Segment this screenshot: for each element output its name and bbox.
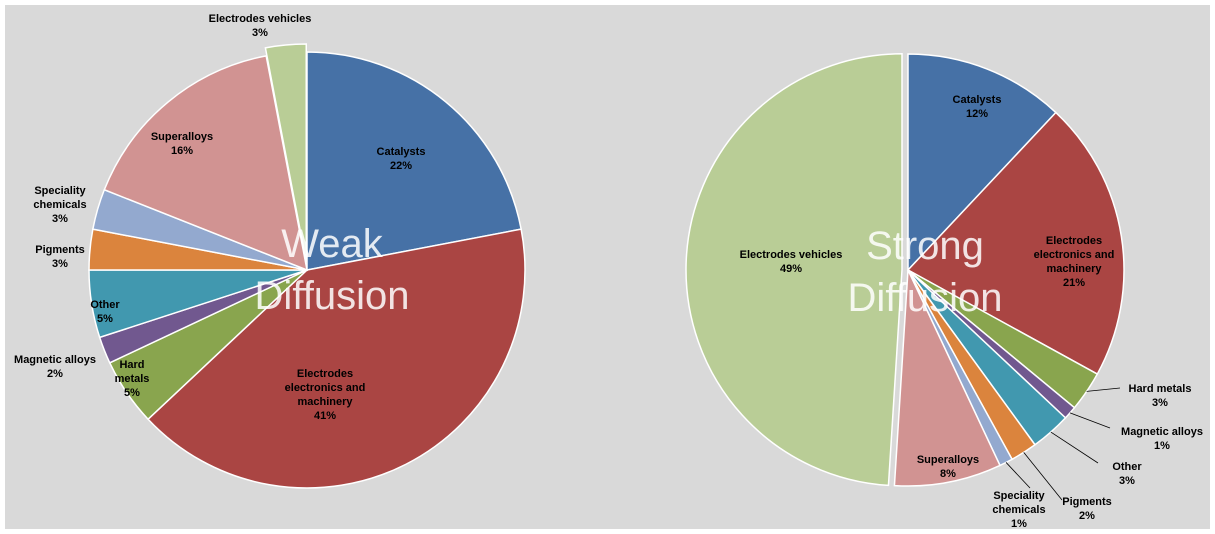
slice-label: Superalloys 16% [142, 130, 222, 158]
leader-line [1050, 431, 1099, 464]
value-label: 3% [52, 213, 68, 225]
slice-label: Magnetic alloys 2% [5, 353, 105, 381]
slice-label: Pigments 3% [25, 243, 95, 271]
value-label: 21% [1062, 277, 1086, 289]
slice-label: Catalysts 12% [937, 93, 1017, 121]
slice-label: Pigments 2% [1052, 495, 1122, 523]
value-label: 5% [124, 387, 140, 399]
pie-slice [147, 228, 526, 489]
slice-label: Superalloys 8% [908, 453, 988, 481]
pie-slice [893, 269, 1001, 487]
pie-slice [264, 43, 307, 263]
value-label: 2% [47, 368, 63, 380]
slice-label: Other 3% [1097, 460, 1157, 488]
category-label: Catalysts [952, 94, 1002, 106]
value-label: 3% [1152, 397, 1168, 409]
category-label: Magnetic alloys [1121, 426, 1203, 438]
category-label: Electrodes electronics and machinery [284, 368, 366, 408]
category-label: Catalysts [376, 146, 426, 158]
value-label: 5% [97, 313, 113, 325]
slice-label: Electrodes electronics and machinery 41% [270, 367, 380, 423]
pie-slice [906, 111, 1125, 376]
leader-line [1086, 387, 1121, 392]
value-label: 2% [1079, 510, 1095, 522]
value-label: 3% [252, 27, 268, 39]
category-label: Superalloys [150, 131, 214, 143]
value-label: 1% [1011, 518, 1027, 530]
category-label: Hard metals [1128, 383, 1192, 395]
category-label: Superalloys [916, 454, 980, 466]
value-label: 12% [965, 108, 989, 120]
category-label: Speciality chemicals [33, 185, 87, 211]
value-label: 8% [940, 468, 956, 480]
slice-label: Speciality chemicals 1% [979, 489, 1059, 531]
slice-label: Speciality chemicals 3% [20, 184, 100, 226]
category-label: Pigments [1062, 496, 1112, 508]
slice-label: Electrodes vehicles 49% [726, 248, 856, 276]
value-label: 1% [1154, 440, 1170, 452]
pie-slice [306, 51, 523, 271]
leader-line [1023, 452, 1063, 501]
category-label: Other [1112, 461, 1142, 473]
pie-slice [685, 53, 903, 487]
slice-label: Magnetic alloys 1% [1112, 425, 1212, 453]
pie-slice [103, 54, 308, 272]
value-label: 3% [1119, 475, 1135, 487]
slice-label: Catalysts 22% [361, 145, 441, 173]
slice-label: Other 5% [75, 298, 135, 326]
annotation: Weak Diffusion [254, 222, 410, 318]
category-label: Speciality chemicals [992, 490, 1046, 516]
category-label: Electrodes vehicles [739, 249, 843, 261]
value-label: 22% [389, 160, 413, 172]
leader-line [1005, 462, 1031, 489]
slice-label: Hard metals 3% [1120, 382, 1200, 410]
leader-line [1069, 412, 1111, 429]
pie-slice [907, 53, 1057, 272]
value-label: 3% [52, 258, 68, 270]
category-label: Magnetic alloys [14, 354, 96, 366]
slice-label: Hard metals 5% [102, 358, 162, 400]
category-label: Electrodes electronics and machinery [1033, 235, 1115, 275]
value-label: 41% [313, 410, 337, 422]
category-label: Other [90, 299, 120, 311]
slice-label: Electrodes electronics and machinery 21% [1019, 234, 1129, 290]
value-label: 49% [779, 263, 803, 275]
category-label: Hard metals [114, 359, 150, 385]
category-label: Electrodes vehicles [208, 13, 312, 25]
value-label: 16% [170, 145, 194, 157]
slice-label: Electrodes vehicles 3% [195, 12, 325, 40]
annotation: Strong Diffusion [847, 224, 1003, 320]
category-label: Pigments [35, 244, 85, 256]
